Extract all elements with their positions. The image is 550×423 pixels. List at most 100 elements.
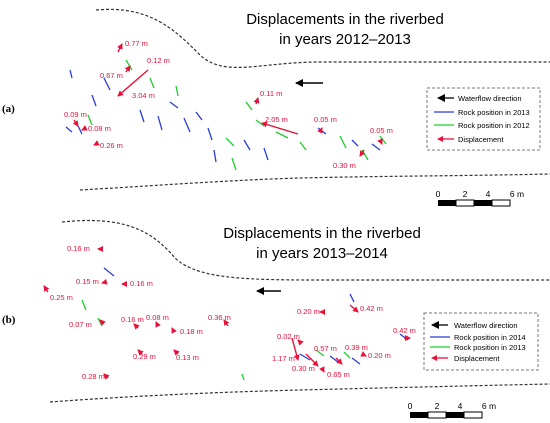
rock	[349, 293, 355, 303]
displacement-label: 0.39 m	[345, 343, 368, 352]
rock	[69, 69, 73, 79]
scale-tick: 2	[463, 189, 468, 199]
rock	[139, 109, 145, 123]
rock	[315, 349, 325, 357]
rock	[263, 147, 269, 161]
legend-label: Waterflow direction	[454, 321, 518, 330]
rock	[125, 59, 133, 71]
displacement-arrow	[137, 349, 144, 356]
displacement-arrow	[93, 140, 100, 146]
rock	[77, 125, 83, 135]
displacement-label: 0.12 m	[147, 56, 170, 65]
displacement-label: 0.30 m	[333, 161, 356, 170]
displacement-arrow	[317, 127, 323, 134]
displacement-arrow	[99, 319, 106, 326]
displacement-arrow	[43, 285, 50, 293]
panel-b-legend: Waterflow direction Rock position in 201…	[423, 312, 539, 371]
rock	[91, 94, 97, 107]
displacement-arrow	[103, 373, 110, 380]
scale-tick: 0	[436, 189, 441, 199]
rock	[351, 139, 359, 147]
rock	[183, 117, 191, 133]
displacement-label: 0.08 m	[88, 124, 111, 133]
panel-a: (a) Displacements in the riverbed in yea…	[2, 8, 550, 207]
displacement-label: 0.65 m	[327, 370, 350, 379]
rock	[65, 126, 73, 133]
legend-label: Rock position in 2012	[458, 121, 530, 130]
panel-a-displacement-arrows	[72, 43, 383, 157]
displacement-label: 0.42 m	[393, 326, 416, 335]
displacement-arrow	[349, 304, 359, 313]
displacement-arrow	[291, 337, 300, 361]
displacement-label: 0.02 m	[277, 332, 300, 341]
displacement-label: 0.29 m	[133, 352, 156, 361]
rock	[351, 357, 361, 365]
displacement-label: 2.05 m	[265, 115, 288, 124]
scale-tick: 2	[435, 401, 440, 411]
rock	[207, 127, 213, 141]
panel-b-label: (b)	[2, 314, 16, 326]
scale-tick: 0	[408, 401, 413, 411]
legend-label: Rock position in 2014	[454, 333, 526, 342]
displacement-label: 0.15 m	[76, 277, 99, 286]
displacement-arrow	[173, 349, 180, 356]
displacement-arrow	[117, 69, 149, 97]
displacement-label: 0.16 m	[130, 279, 153, 288]
displacement-label: 0.67 m	[100, 71, 123, 80]
legend-label: Displacement	[458, 135, 504, 144]
displacement-label: 0.08 m	[146, 313, 169, 322]
displacement-arrow	[360, 351, 367, 357]
legend-label: Waterflow direction	[458, 94, 522, 103]
displacement-label: 0.25 m	[50, 293, 73, 302]
displacement-arrow	[377, 138, 383, 145]
rock	[103, 267, 115, 277]
rock	[81, 299, 87, 311]
rock	[175, 85, 179, 97]
displacement-label: 0.13 m	[176, 353, 199, 362]
panel-b: (b) Displacements in the riverbed in yea…	[2, 219, 550, 419]
legend-label: Rock position in 2013	[454, 343, 526, 352]
displacement-arrow	[117, 43, 123, 53]
displacement-label: 0.16 m	[121, 315, 144, 324]
displacement-label: 1.17 m	[272, 354, 295, 363]
panel-b-lower-bank	[49, 383, 550, 403]
displacement-label: 0.11 m	[260, 89, 282, 98]
displacement-arrow	[72, 119, 79, 127]
panel-b-displacement-labels: 0.16 m 0.15 m 0.16 m 0.25 m 0.07 m 0.16 …	[50, 244, 416, 381]
legend-label: Displacement	[454, 354, 500, 363]
rock	[243, 139, 251, 151]
displacement-arrow	[297, 339, 304, 346]
displacement-label: 0.77 m	[125, 39, 148, 48]
displacement-label: 3.04 m	[132, 91, 155, 100]
displacement-arrow	[319, 366, 325, 373]
displacement-arrow	[155, 321, 161, 328]
rock	[195, 111, 203, 121]
displacement-arrow	[223, 319, 230, 327]
rock	[339, 135, 347, 149]
scale-tick: 6 m	[482, 401, 496, 411]
displacement-arrow	[133, 323, 140, 330]
displacement-label: 0.42 m	[360, 304, 383, 313]
displacement-label: 0.09 m	[64, 110, 87, 119]
rock	[213, 149, 217, 163]
panel-b-rocks	[81, 267, 409, 381]
panel-b-title-line1: Displacements in the riverbed	[223, 225, 421, 242]
displacement-arrow	[261, 121, 299, 135]
displacement-label: 0.36 m	[208, 313, 231, 322]
panel-a-scale-bar: 0 2 4 6 m	[436, 189, 524, 207]
rock	[299, 141, 307, 151]
scale-tick: 6 m	[510, 189, 524, 199]
displacement-arrow	[253, 97, 260, 105]
displacement-label: 0.26 m	[100, 141, 123, 150]
displacement-arrow	[124, 65, 131, 73]
panel-a-lower-bank	[79, 173, 550, 191]
panel-a-legend: Waterflow direction Rock position in 201…	[426, 87, 541, 151]
displacement-arrow	[171, 327, 177, 334]
displacement-label: 0.18 m	[180, 327, 203, 336]
displacement-arrow	[335, 357, 343, 365]
panel-b-displacement-arrows	[43, 246, 411, 380]
displacement-label: 0.30 m	[292, 364, 315, 373]
rock	[275, 131, 289, 139]
displacement-label: 0.20 m	[297, 307, 320, 316]
